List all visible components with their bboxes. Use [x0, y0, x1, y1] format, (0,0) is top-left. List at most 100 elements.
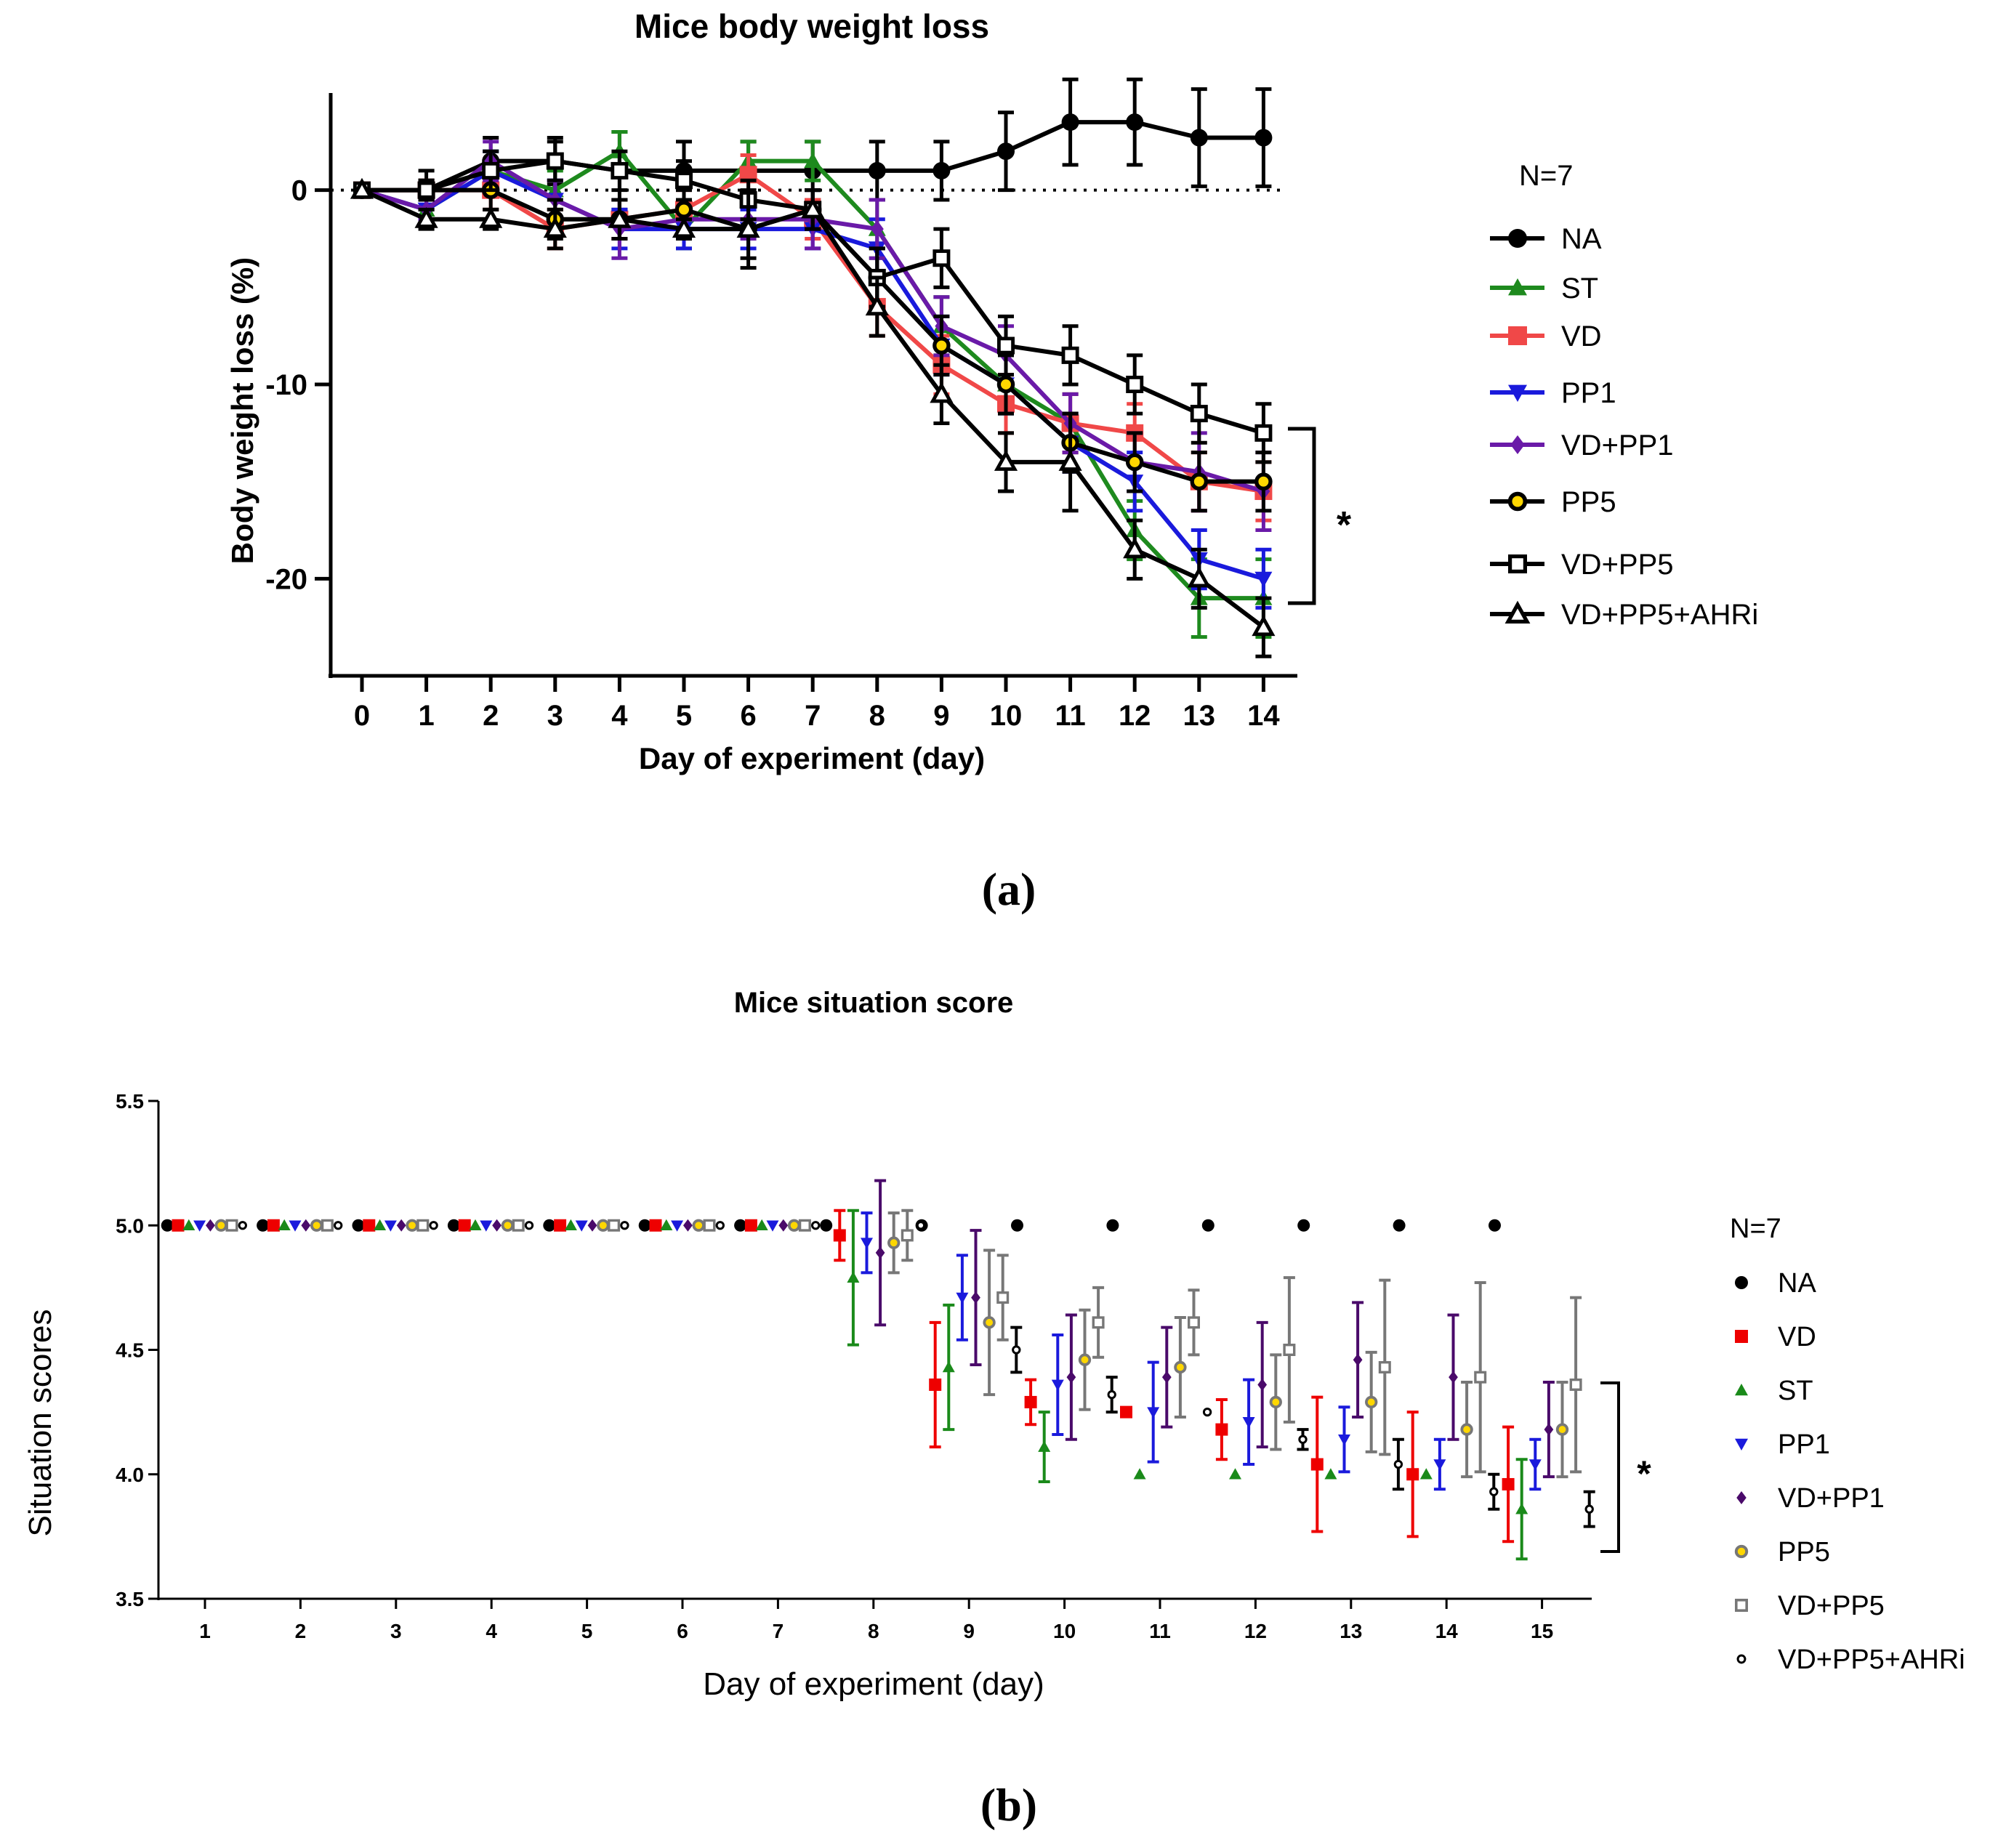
chart-b-point-vd-pp5-ahri — [238, 1221, 247, 1230]
chart-b-point-vd — [1310, 1458, 1324, 1471]
chart-b-point-na — [820, 1219, 833, 1232]
chart-a-legend-label: PP5 — [1561, 486, 1616, 518]
chart-a-significance: * — [1337, 504, 1352, 546]
chart-b-x-tick-label: 11 — [1149, 1620, 1171, 1642]
chart-b-point-vd-pp5 — [1092, 1316, 1105, 1329]
chart-b-point-pp5 — [501, 1219, 515, 1232]
chart-b-point-vd-pp5 — [608, 1219, 621, 1232]
chart-b-x-tick-label: 3 — [390, 1620, 402, 1642]
chart-b-point-vd-pp5-ahri — [811, 1221, 821, 1230]
chart-a-x-tick-label: 5 — [676, 700, 692, 732]
chart-b-point-na — [543, 1219, 556, 1232]
chart-b-point-na — [352, 1219, 365, 1232]
chart-b-point-pp1 — [1147, 1407, 1160, 1419]
chart-a-x-tick-label: 0 — [354, 700, 370, 732]
chart-a-point-vd-pp5-ahri — [930, 382, 954, 403]
chart-b-point-pp5 — [787, 1219, 801, 1232]
chart-b-point-vd-pp1 — [587, 1219, 597, 1232]
chart-a-x-tick-label: 7 — [805, 700, 821, 732]
chart-a-point-vd-pp5 — [417, 181, 435, 199]
chart-b-point-st — [469, 1219, 482, 1231]
chart-b-point-pp1 — [480, 1220, 493, 1232]
chart-b-point-vd-pp1 — [1161, 1371, 1172, 1384]
chart-b-point-st — [847, 1271, 860, 1283]
chart-b-point-vd — [1502, 1477, 1515, 1490]
chart-b-point-vd-pp5-ahri — [1012, 1345, 1021, 1355]
chart-a-point-vd-pp5 — [1061, 346, 1079, 364]
chart-a-y-tick-label: -10 — [265, 369, 307, 401]
chart-b-legend-marker — [1734, 1544, 1749, 1559]
chart-b-x-tick-label: 6 — [677, 1620, 688, 1642]
chart-b-point-pp1 — [384, 1220, 397, 1232]
chart-b-point-vd-pp5 — [1569, 1378, 1582, 1391]
chart-a-legend-marker — [1508, 384, 1527, 402]
chart-a-point-vd-pp5-ahri — [801, 197, 825, 219]
chart-a-point-na — [1126, 113, 1144, 132]
chart-b-point-st — [374, 1219, 387, 1231]
chart-b-point-pp5 — [1174, 1360, 1187, 1374]
chart-b-significance-bracket — [1600, 1381, 1620, 1553]
chart-a-x-tick-label: 12 — [1119, 700, 1151, 732]
chart-b-point-pp1 — [193, 1220, 206, 1232]
chart-b-point-na — [257, 1219, 270, 1232]
plot-layer: 0-10-200 1 2 3 4 5 6 7 8 9 10 11 12 13 14NASTVDPP1VD+P… — [116, 77, 1965, 1675]
chart-a-point-vd-pp5 — [1126, 376, 1144, 394]
chart-b-y-tick-label: 5.5 — [116, 1090, 144, 1113]
chart-a-legend-label: VD+PP1 — [1561, 429, 1674, 461]
chart-b-point-na — [1489, 1219, 1501, 1232]
chart-b-point-na — [1011, 1219, 1023, 1232]
chart-b-point-vd-pp5-ahri — [334, 1221, 343, 1230]
chart-b-point-pp1 — [289, 1220, 302, 1232]
chart-b-title: Mice situation score — [734, 987, 1014, 1019]
chart-a-point-vd-pp5 — [997, 336, 1015, 355]
chart-b-legend-marker — [1735, 1330, 1748, 1343]
chart-a-point-pp1 — [1254, 571, 1273, 588]
chart-a-point-pp5 — [1190, 472, 1209, 491]
chart-a-point-vd-pp5 — [675, 172, 693, 190]
chart-a-point-st — [804, 152, 822, 169]
chart-b-legend-label: VD+PP1 — [1778, 1483, 1885, 1514]
chart-b-x-tick-label: 7 — [773, 1620, 784, 1642]
chart-b-point-na — [734, 1219, 747, 1232]
chart-a-point-vd-pp5-ahri — [608, 206, 632, 228]
chart-b-point-pp5 — [692, 1219, 705, 1232]
chart-a-legend: NA ST VD PP1 VD+PP1 PP5 VD+PP5 VD+PP5+AHRi — [1490, 223, 1758, 631]
chart-b-point-vd-pp5-ahri — [524, 1221, 534, 1230]
chart-b-series-vd-pp5 — [225, 1209, 1582, 1474]
chart-b-point-vd-pp5 — [1283, 1343, 1296, 1356]
chart-b-point-st — [1229, 1468, 1241, 1480]
chart-b-point-pp1 — [1433, 1459, 1446, 1471]
chart-b-point-vd-pp5-ahri — [1393, 1459, 1403, 1469]
chart-b-point-vd-pp5-ahri — [1489, 1487, 1499, 1496]
chart-b-point-pp5 — [1078, 1353, 1092, 1366]
chart-a-legend-label: PP1 — [1561, 377, 1616, 409]
chart-b-point-vd-pp5-ahri — [1584, 1504, 1594, 1514]
chart-a-point-vd-pp5 — [932, 249, 951, 267]
chart-b-point-vd-pp5 — [798, 1219, 811, 1232]
chart-a-panel-label: (a) — [982, 863, 1036, 915]
chart-a-series-vd-pp5-ahri — [350, 177, 1276, 658]
chart-b-point-st — [278, 1219, 291, 1231]
chart-b-y-tick-label: 4.0 — [116, 1464, 144, 1486]
chart-b-point-vd-pp1 — [301, 1219, 311, 1232]
chart-a-point-pp5 — [996, 375, 1015, 394]
chart-a-legend-marker — [1507, 491, 1528, 512]
chart-b-point-pp5 — [1269, 1395, 1282, 1409]
chart-a-point-vd-pp5-ahri — [479, 206, 503, 228]
chart-b-x-tick-label: 2 — [295, 1620, 307, 1642]
chart-b-point-vd-pp1 — [875, 1246, 885, 1259]
chart-a-y-tick-label: 0 — [291, 175, 307, 207]
chart-b-point-vd — [833, 1229, 846, 1242]
chart-b-legend-marker — [1736, 1491, 1747, 1504]
chart-a-point-pp5 — [1254, 472, 1273, 491]
chart-a-point-vd-pp5-ahri — [736, 217, 760, 238]
chart-a-x-tick-label: 9 — [933, 700, 949, 732]
chart-b-point-vd-pp5 — [416, 1219, 430, 1232]
chart-a-legend-label: NA — [1561, 223, 1602, 255]
chart-b-point-vd — [744, 1219, 757, 1232]
chart-b-point-vd-pp1 — [1066, 1371, 1076, 1384]
chart-b-point-pp5 — [887, 1236, 901, 1249]
chart-b-x-tick-label: 9 — [963, 1620, 975, 1642]
chart-a-line-vd-pp5-ahri — [360, 187, 1265, 629]
chart-b: 3.54.04.55.05.51 2 3 4 5 6 7 8 9 10 11 12 13 14 15NAVD… — [116, 1090, 1965, 1675]
